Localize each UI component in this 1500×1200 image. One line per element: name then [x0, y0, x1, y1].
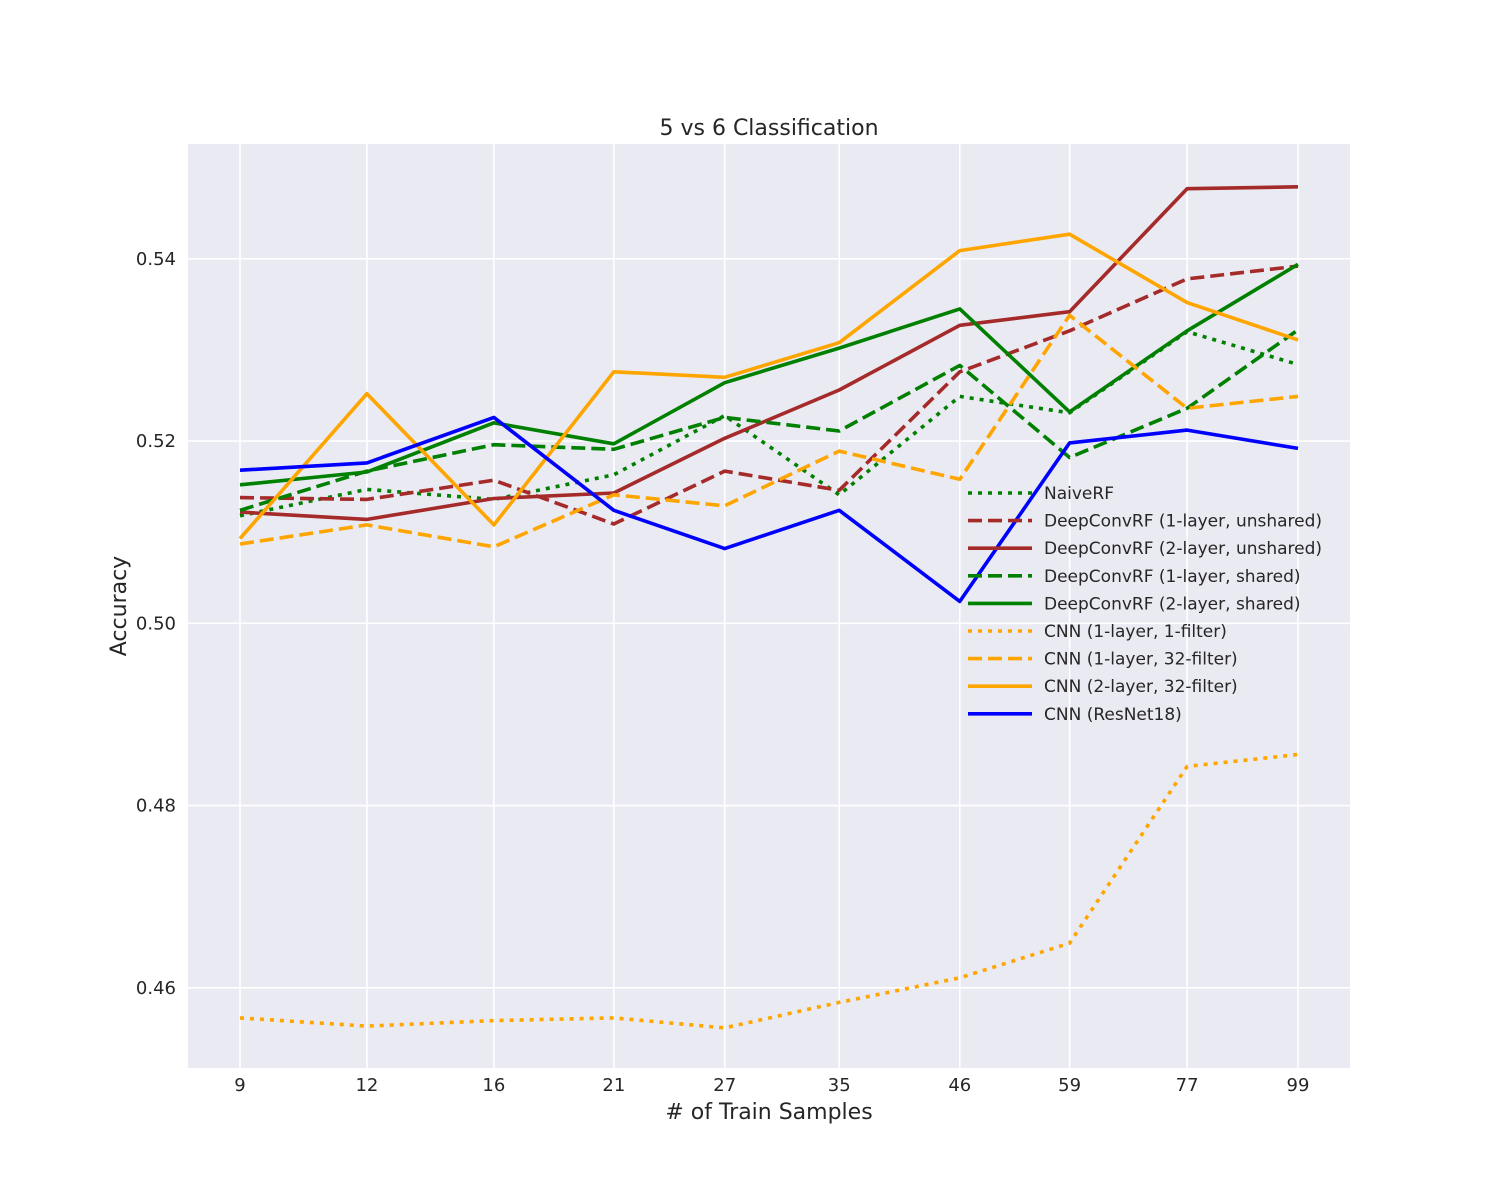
plot-background — [188, 144, 1350, 1068]
legend-entry: CNN (1-layer, 32-filter) — [1044, 650, 1238, 670]
series-line-2 — [239, 185, 1299, 522]
chart-title: 5 vs 6 Classification — [659, 116, 878, 141]
x-tick-label: 16 — [482, 1075, 505, 1096]
x-tick-labels: 9 12 16 21 27 35 46 59 77 99 — [234, 1075, 1309, 1096]
x-tick-label: 12 — [355, 1075, 378, 1096]
x-tick-label: 9 — [234, 1075, 245, 1096]
x-tick-label: 99 — [1287, 1075, 1310, 1096]
x-tick-label: 59 — [1058, 1075, 1081, 1096]
x-tick-label: 35 — [828, 1075, 851, 1096]
y-axis-label: Accuracy — [107, 556, 132, 656]
series-line-6 — [239, 313, 1299, 549]
series-line-1 — [239, 264, 1299, 526]
legend: NaiveRF DeepConvRF (1-layer, unshared) Dee… — [968, 484, 1322, 725]
y-tick-label: 0.52 — [136, 431, 176, 452]
series-line-8 — [239, 415, 1299, 604]
series-line-4 — [239, 262, 1299, 487]
series-line-5 — [239, 752, 1299, 1030]
series-line-7 — [238, 232, 1299, 540]
y-tick-label: 0.46 — [136, 978, 176, 999]
y-tick-labels: 0.46 0.48 0.50 0.52 0.54 — [136, 249, 176, 999]
y-tick-label: 0.48 — [136, 796, 176, 817]
legend-entry: DeepConvRF (1-layer, unshared) — [1044, 512, 1322, 532]
grid-lines — [188, 144, 1350, 1068]
legend-entry: DeepConvRF (2-layer, shared) — [1044, 594, 1301, 614]
legend-entry: CNN (ResNet18) — [1044, 705, 1182, 725]
series-layer — [238, 185, 1300, 1030]
legend-entry: CNN (2-layer, 32-filter) — [1044, 677, 1238, 697]
legend-entry: CNN (1-layer, 1-filter) — [1044, 622, 1227, 642]
x-tick-label: 21 — [602, 1075, 625, 1096]
y-tick-label: 0.54 — [136, 249, 176, 270]
x-tick-label: 27 — [713, 1075, 736, 1096]
legend-entry: NaiveRF — [1044, 484, 1114, 504]
y-tick-label: 0.50 — [136, 613, 176, 634]
legend-entry: DeepConvRF (2-layer, unshared) — [1044, 539, 1322, 559]
x-axis-label: # of Train Samples — [665, 1100, 872, 1125]
legend-entry: DeepConvRF (1-layer, shared) — [1044, 567, 1301, 587]
x-tick-label: 46 — [948, 1075, 971, 1096]
x-tick-label: 77 — [1176, 1075, 1199, 1096]
